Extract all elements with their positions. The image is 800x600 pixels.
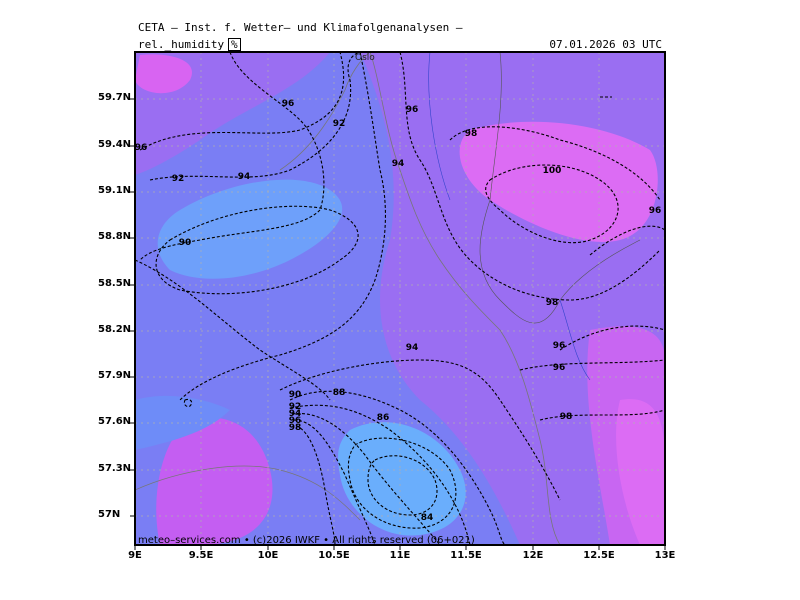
chart-title: CETA – Inst. f. Wetter– und Klimafolgena…	[138, 21, 463, 34]
contour-label: 98	[546, 298, 559, 308]
latitude-label: 58.8N	[98, 231, 132, 242]
longitude-label: 11E	[389, 550, 411, 561]
longitude-label: 10.5E	[318, 550, 350, 561]
humidity-field-100	[616, 399, 665, 545]
contour-label: 96	[406, 105, 419, 115]
humidity-field-84	[338, 422, 466, 536]
latitude-label: 57.3N	[98, 463, 132, 474]
parameter-label: rel._humidity	[138, 38, 225, 51]
longitude-label: 9.5E	[188, 550, 214, 561]
contours	[135, 52, 665, 545]
humidity-field-100	[156, 417, 273, 545]
contour-label: 84	[421, 513, 434, 523]
river-line	[428, 52, 591, 381]
latitude-label: 58.5N	[98, 278, 132, 289]
longitude-label: 13E	[654, 550, 676, 561]
border-line	[479, 52, 641, 324]
latitude-label: 58.2N	[98, 324, 132, 335]
contour-label: 90	[289, 390, 302, 400]
contour-label: 98	[289, 423, 302, 433]
humidity-field-98	[135, 54, 192, 94]
latitude-label: 59.1N	[98, 185, 132, 196]
latitude-label: 59.7N	[98, 92, 132, 103]
contour-label: 88	[333, 388, 346, 398]
unit-label: %	[228, 38, 241, 51]
contour-label: 96	[282, 99, 295, 109]
valid-time: 07.01.2026 03 UTC	[549, 38, 662, 51]
coastline	[135, 465, 361, 521]
header-bar: rel._humidity % 07.01.2026 03 UTC	[135, 38, 665, 52]
humidity-field-100	[459, 121, 658, 242]
humidity-field-88	[157, 179, 343, 279]
grid	[135, 52, 665, 545]
city-label-oslo: Oslo	[355, 53, 375, 63]
longitude-label: 12.5E	[583, 550, 615, 561]
contour-label: 96	[553, 341, 566, 351]
contour-label: 86	[377, 413, 390, 423]
contour-label: 90	[179, 238, 192, 248]
latitude-label: 57N	[98, 509, 121, 520]
copyright-credit: meteo–services.com • (c)2026 IWKF • All …	[138, 535, 475, 546]
longitude-label: 10E	[257, 550, 279, 561]
latitude-label: 59.4N	[98, 139, 132, 150]
contour-label: 98	[560, 412, 573, 422]
axis-ticks	[130, 98, 666, 550]
contour-label: 96	[289, 416, 302, 426]
latitude-label: 57.9N	[98, 370, 132, 381]
contour-label: 96	[553, 363, 566, 373]
contour-label: 94	[238, 172, 251, 182]
humidity-field-88	[135, 395, 230, 450]
contour-label: 100	[543, 166, 562, 176]
contour-label: 94	[406, 343, 419, 353]
contour-label: 96	[135, 143, 148, 153]
contour-label: 94	[392, 159, 405, 169]
contour-label: 92	[172, 174, 185, 184]
coastline	[279, 52, 561, 545]
contour-label: 92	[333, 119, 346, 129]
contour-label: 94	[289, 409, 302, 419]
longitude-label: 11.5E	[450, 550, 482, 561]
longitude-label: 9E	[128, 550, 142, 561]
latitude-label: 57.6N	[98, 416, 132, 427]
contour-label: 96	[649, 206, 662, 216]
contour-label: 98	[465, 129, 478, 139]
contour-label: 92	[289, 402, 302, 412]
longitude-label: 12E	[522, 550, 544, 561]
